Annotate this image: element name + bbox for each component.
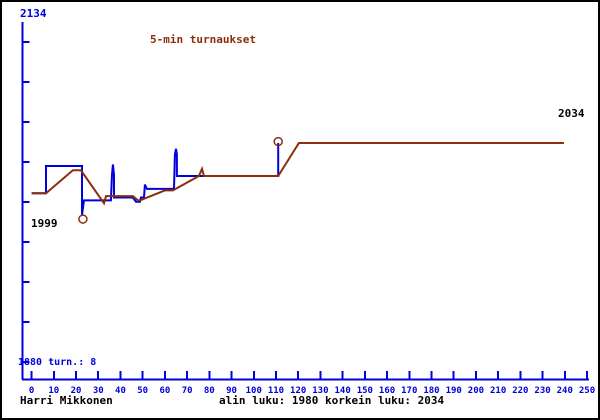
rating-stats: alin luku: 1980 korkein luku: 2034 [219, 394, 445, 407]
x-axis-tick-label: 30 [93, 386, 104, 396]
extreme-point-marker [273, 136, 283, 147]
x-axis-tick-label: 60 [159, 386, 170, 396]
y-axis-min-label: 1880 turn.: 8 [18, 357, 97, 368]
start-rating-label: 1999 [31, 217, 58, 230]
x-axis-tick-label: 190 [446, 386, 462, 396]
x-axis-tick-label: 110 [268, 386, 284, 396]
x-axis-tick-label: 130 [312, 386, 328, 396]
chart-title: 5-min turnaukset [150, 33, 256, 46]
x-axis-tick-label: 120 [290, 386, 306, 396]
x-axis-tick-label: 180 [423, 386, 439, 396]
x-axis-tick-label: 70 [182, 386, 193, 396]
x-axis-tick-label: 170 [401, 386, 417, 396]
x-axis-tick-label: 100 [246, 386, 262, 396]
x-axis-tick-label: 10 [48, 386, 59, 396]
player-name: Harri Mikkonen [20, 394, 113, 407]
x-axis-tick-label: 150 [357, 386, 373, 396]
x-axis-tick-label: 230 [534, 386, 550, 396]
tournament-rating-line [31, 142, 564, 206]
x-axis-tick-label: 90 [226, 386, 237, 396]
extreme-point-marker [78, 214, 88, 224]
x-axis-tick-label: 250 [579, 386, 595, 396]
final-rating-label: 2034 [558, 107, 585, 120]
x-axis-tick-label: 210 [490, 386, 506, 396]
x-axis-tick-label: 240 [557, 386, 573, 396]
x-axis-tick-label: 160 [379, 386, 395, 396]
x-axis-tick-label: 220 [512, 386, 528, 396]
y-axis-max-label: 2134 [20, 7, 47, 20]
x-axis-tick-label: 140 [334, 386, 350, 396]
x-axis-tick-label: 20 [71, 386, 82, 396]
x-axis-tick-label: 50 [137, 386, 148, 396]
x-axis-tick-label: 40 [115, 386, 126, 396]
x-axis-tick-label: 0 [29, 386, 34, 396]
x-axis-tick-label: 80 [204, 386, 215, 396]
game-rating-line [31, 143, 280, 215]
x-axis-tick-label: 200 [468, 386, 484, 396]
